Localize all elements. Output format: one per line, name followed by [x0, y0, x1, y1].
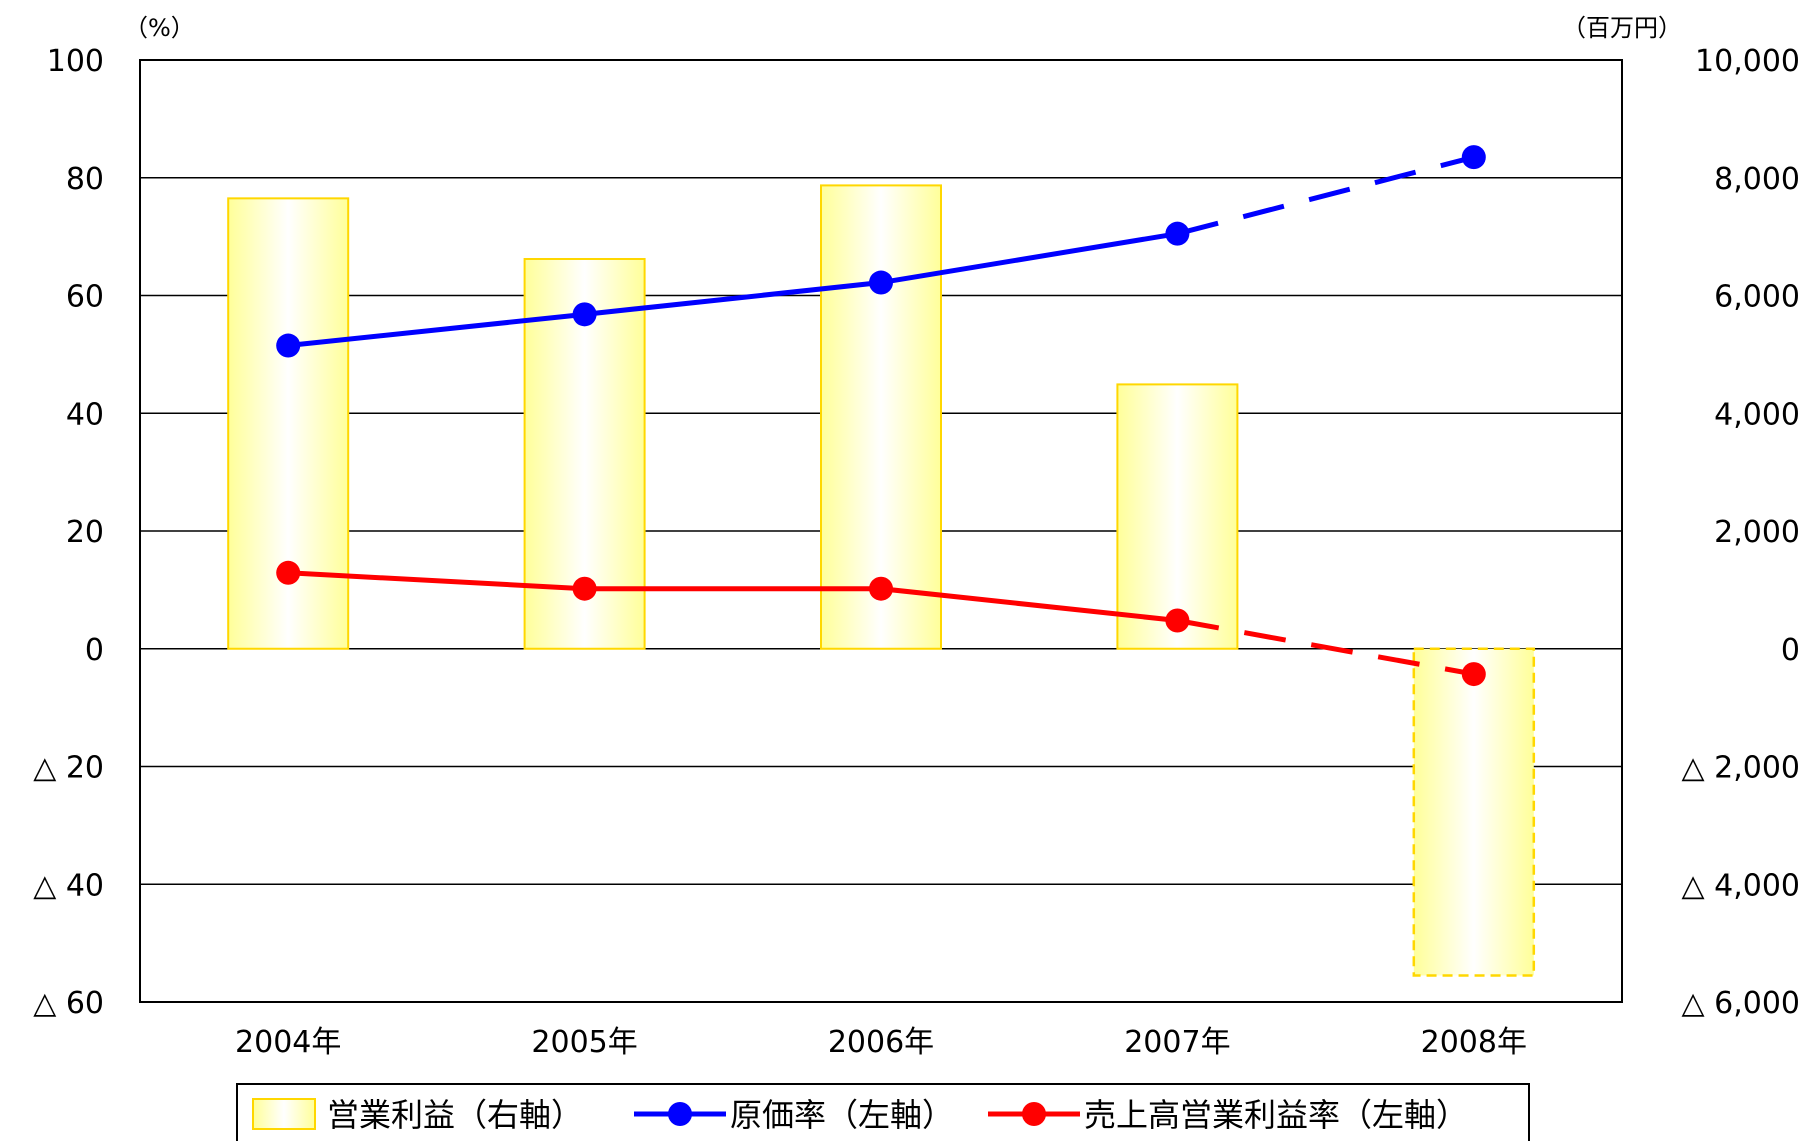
right-axis-tick-label: 0: [1781, 633, 1800, 668]
right-axis-tick-label: △ 2,000: [1682, 751, 1801, 786]
left-axis-unit: （%）: [124, 14, 195, 42]
line-point: [869, 576, 893, 601]
left-axis-tick-label: 20: [66, 515, 104, 550]
legend-label: 原価率（左軸）: [730, 1096, 954, 1134]
left-axis-tick-label: △ 60: [33, 986, 104, 1021]
right-axis: 10,000 8,000 6,000 4,000 2,000 0 △ 2,000 △ 4,00…: [1682, 44, 1801, 1021]
legend-swatch-marker: [668, 1102, 692, 1126]
category-label: 2004年: [235, 1025, 341, 1060]
line-point: [572, 576, 597, 601]
left-axis-tick-label: 60: [66, 280, 104, 315]
right-axis-tick-label: 10,000: [1695, 44, 1800, 79]
line-segment: [1176, 618, 1475, 677]
line-point: [869, 270, 893, 295]
legend-label: 売上高営業利益率（左軸）: [1084, 1096, 1468, 1134]
left-axis-tick-label: 100: [47, 44, 104, 79]
line-point: [276, 333, 301, 358]
right-axis-tick-label: △ 4,000: [1682, 868, 1801, 903]
left-axis-tick-label: 80: [66, 162, 104, 197]
category-label: 2005年: [531, 1025, 637, 1060]
line-point: [276, 560, 301, 585]
legend: 営業利益（右軸） 原価率（左軸） 売上高営業利益率（左軸）: [236, 1083, 1530, 1141]
bar: [1412, 647, 1536, 977]
line-point: [1165, 221, 1190, 246]
left-axis-tick-label: △ 40: [33, 868, 104, 903]
bar: [820, 184, 942, 650]
left-axis-tick-label: 40: [66, 397, 104, 432]
right-axis-tick-label: 4,000: [1714, 397, 1800, 432]
left-axis-tick-label: 0: [85, 633, 104, 668]
line-segment: [584, 280, 882, 317]
line-segment: [1176, 154, 1475, 237]
right-axis-unit: （百万円）: [1562, 14, 1682, 42]
line-point: [572, 302, 597, 327]
category-label: 2007年: [1124, 1025, 1230, 1060]
line-series: [276, 145, 1486, 687]
line-segment: [880, 231, 1178, 286]
plot-frame: [139, 59, 1623, 1003]
left-axis: 100 80 60 40 20 0 △ 20 △ 40 △ 60: [33, 44, 104, 1021]
right-axis-tick-label: 2,000: [1714, 515, 1800, 550]
legend-label: 営業利益（右軸）: [327, 1096, 583, 1134]
x-axis: 2004年 2005年 2006年 2007年 2008年: [235, 1025, 1527, 1060]
left-axis-tick-label: △ 20: [33, 751, 104, 786]
right-axis-tick-label: 8,000: [1714, 162, 1800, 197]
category-label: 2008年: [1421, 1025, 1527, 1060]
legend-swatch-bar: [252, 1098, 316, 1130]
line-segment: [287, 311, 585, 349]
right-axis-tick-label: 6,000: [1714, 280, 1800, 315]
legend-frame: [236, 1083, 1530, 1141]
line-segment: [288, 570, 585, 592]
line-point: [1461, 662, 1486, 687]
line-point: [1461, 145, 1486, 170]
right-axis-tick-label: △ 6,000: [1682, 986, 1801, 1021]
bar: [1116, 383, 1239, 650]
line-point: [1165, 608, 1190, 633]
legend-swatch-marker: [1022, 1102, 1046, 1126]
category-label: 2006年: [828, 1025, 934, 1060]
line-segment: [880, 586, 1178, 623]
